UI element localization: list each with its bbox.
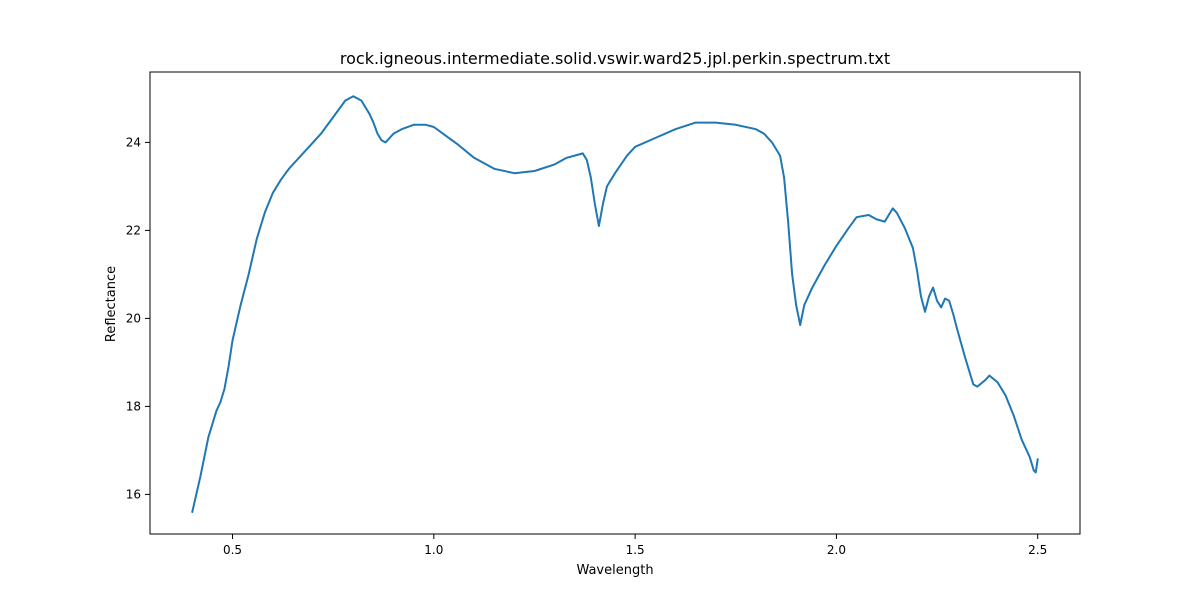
y-tick-label: 24 [126, 135, 141, 149]
y-tick-label: 22 [126, 223, 141, 237]
x-tick-label: 0.5 [223, 543, 242, 557]
x-tick-label: 2.0 [827, 543, 846, 557]
y-axis-ticks: 16 18 20 22 24 [126, 135, 150, 501]
chart-title: rock.igneous.intermediate.solid.vswir.wa… [340, 49, 890, 68]
y-axis-label: Reflectance [104, 266, 119, 342]
x-tick-label: 1.5 [626, 543, 645, 557]
spectrum-line [191, 95, 1039, 513]
plot-area [191, 95, 1039, 513]
y-tick-label: 20 [126, 311, 141, 325]
y-tick-label: 18 [126, 399, 141, 413]
axes-frame [149, 71, 1081, 535]
x-tick-label: 2.5 [1028, 543, 1047, 557]
x-axis-label: Wavelength [576, 563, 653, 578]
y-tick-label: 16 [126, 487, 141, 501]
x-tick-label: 1.0 [424, 543, 443, 557]
x-axis-ticks: 0.5 1.0 1.5 2.0 2.5 [223, 534, 1047, 557]
